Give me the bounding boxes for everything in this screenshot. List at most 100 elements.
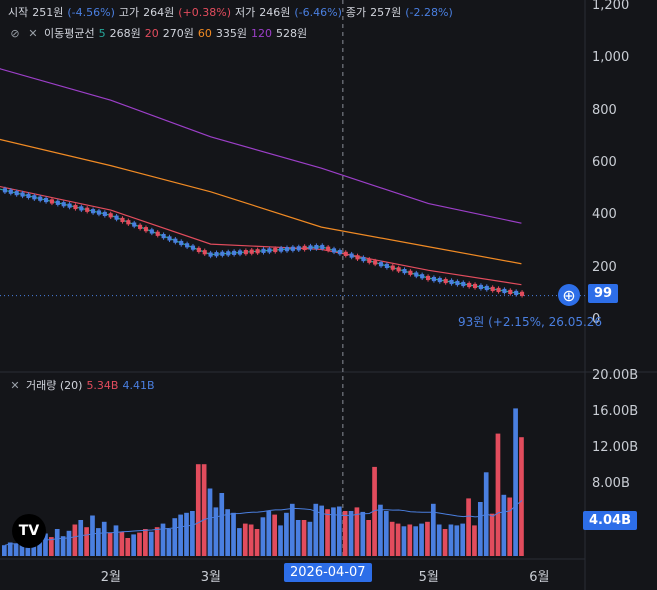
candle-body [402, 268, 407, 274]
candle-body [114, 215, 119, 220]
volume-bar [454, 525, 460, 556]
close-icon[interactable]: ✕ [28, 26, 38, 40]
volume-bar [513, 408, 518, 556]
volume-bar [237, 528, 242, 556]
volume-bar [260, 517, 266, 556]
volume-bar [383, 511, 389, 556]
close-icon[interactable]: ✕ [10, 378, 20, 392]
ma-legend: ⊘ ✕ 이동평균선 5 268원 20 270원 60 335원 120 528… [8, 25, 307, 41]
volume-bar [96, 528, 101, 556]
volume-bar [519, 437, 524, 556]
plus-circle-icon[interactable]: ⊕ [558, 284, 580, 306]
candle-body [461, 281, 466, 287]
volume-bar [284, 512, 289, 556]
eye-off-icon[interactable]: ⊘ [10, 26, 20, 40]
candle-body [185, 243, 190, 248]
volume-bar [137, 532, 142, 556]
candle-body [349, 253, 354, 258]
volume-bar [219, 493, 225, 556]
candle-body [378, 262, 384, 267]
volume-tick-label: 20.00B [592, 368, 639, 383]
candle-body [155, 231, 160, 236]
volume-bar [319, 505, 325, 556]
volume-bar [148, 531, 154, 556]
candle-body [508, 289, 513, 295]
volume-bar [19, 539, 25, 556]
volume-bar [360, 511, 366, 556]
candle-body [496, 287, 501, 293]
ma20-value: 270원 [162, 27, 194, 40]
price-tick-label: 800 [592, 102, 617, 118]
candle-body [143, 227, 149, 232]
candle-body [214, 252, 219, 257]
candle-body [173, 238, 178, 243]
high-change: (+0.38%) [178, 5, 231, 19]
volume-bar [231, 512, 236, 556]
tradingview-logo[interactable]: TV [12, 514, 46, 548]
candle-body [237, 250, 243, 255]
volume-bar [395, 523, 401, 556]
time-tick-label: 5월 [418, 570, 439, 585]
volume-bar [425, 521, 430, 556]
candle-body [502, 288, 507, 294]
volume-bar [7, 542, 13, 556]
candle-body [149, 229, 154, 234]
volume-bar [49, 537, 54, 556]
volume-bar [213, 507, 219, 556]
volume-bar [272, 514, 277, 556]
price-tick-label: 400 [592, 207, 617, 223]
volume-legend-label: 거래량 (20) [26, 379, 83, 392]
candle-body [390, 265, 395, 270]
candle-body [420, 274, 425, 279]
candle-body [308, 245, 313, 250]
volume-bar [207, 488, 213, 556]
candle-body [108, 213, 113, 218]
volume-bar [378, 504, 383, 556]
candle-body [514, 290, 519, 296]
candle-body [220, 251, 225, 256]
candle-body [132, 222, 137, 227]
volume-bar [90, 515, 95, 556]
volume-bar [331, 507, 336, 556]
open-value: 251원 [32, 6, 64, 19]
volume-bar [413, 526, 419, 556]
volume-bar [37, 541, 42, 556]
volume-bar [325, 509, 330, 556]
volume-bar [507, 497, 513, 556]
candle-body [425, 275, 431, 281]
candle-body [49, 199, 55, 204]
ohlc-header: 시작 251원 (-4.56%) 고가 264원 (+0.38%) 저가 246… [8, 4, 453, 20]
close-label: 종가 [345, 6, 367, 19]
candle-body [361, 256, 366, 262]
volume-bar [289, 503, 295, 556]
price-tick-label: 1,200 [592, 0, 630, 13]
volume-bar [160, 523, 166, 556]
last-price-tag: 99 [588, 284, 619, 303]
volume-bar [248, 524, 254, 556]
volume-bar [119, 531, 125, 556]
low-label: 저가 [235, 6, 256, 19]
candle-body [79, 206, 84, 211]
candle-body [61, 202, 66, 207]
volume-bar [143, 529, 148, 556]
volume-bar [131, 534, 136, 556]
candle-body [20, 192, 25, 197]
price-tick-label: 0 [592, 312, 601, 327]
time-tick-label: 3월 [200, 570, 221, 585]
ma20-period: 20 [144, 26, 159, 40]
close-value: 257원 [370, 6, 402, 19]
volume-bar [436, 524, 442, 556]
volume-bar [389, 521, 395, 556]
candle-body [437, 277, 442, 283]
candle-body [478, 284, 483, 290]
candle-body [261, 248, 266, 253]
volume-value-blue: 4.41B [122, 378, 155, 392]
candle-body [326, 246, 331, 251]
candle-body [208, 252, 213, 257]
candle-body [279, 247, 284, 252]
candle-body [138, 224, 143, 229]
volume-bar [366, 520, 372, 556]
candle-body [73, 204, 78, 210]
